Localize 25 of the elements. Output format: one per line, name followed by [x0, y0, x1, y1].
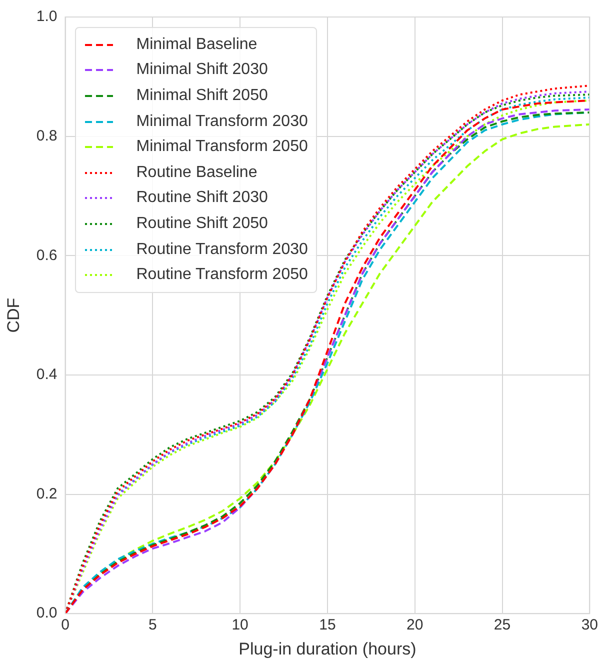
x-tick-label: 0	[61, 616, 70, 634]
legend-label: Routine Transform 2050	[136, 266, 308, 284]
legend-label: Minimal Baseline	[136, 36, 258, 54]
x-tick-label: 10	[232, 616, 248, 634]
legend-label: Routine Baseline	[136, 164, 258, 182]
x-axis-title: Plug-in duration (hours)	[238, 639, 416, 658]
legend-label: Minimal Shift 2030	[136, 61, 268, 80]
y-axis-title: CDF	[4, 298, 23, 333]
x-tick-label: 15	[319, 616, 336, 634]
y-tick-label: 1.0	[36, 8, 58, 26]
legend-label: Minimal Transform 2050	[136, 138, 308, 156]
legend-label: Routine Shift 2050	[136, 214, 268, 233]
y-tick-label: 0.8	[36, 127, 58, 144]
legend-label: Minimal Transform 2030	[136, 112, 308, 131]
y-tick-label: 0.6	[36, 246, 58, 264]
y-tick-label: 0.0	[36, 604, 58, 622]
y-tick-label: 0.2	[36, 485, 58, 502]
x-tick-label: 25	[494, 616, 511, 634]
x-tick-label: 5	[148, 616, 157, 634]
legend-label: Minimal Shift 2050	[136, 86, 268, 105]
x-tick-label: 30	[581, 616, 598, 634]
x-tick-label: 20	[406, 616, 424, 634]
legend-label: Routine Shift 2030	[136, 189, 268, 208]
legend-label: Routine Transform 2030	[136, 240, 308, 259]
y-tick-label: 0.4	[36, 366, 58, 384]
